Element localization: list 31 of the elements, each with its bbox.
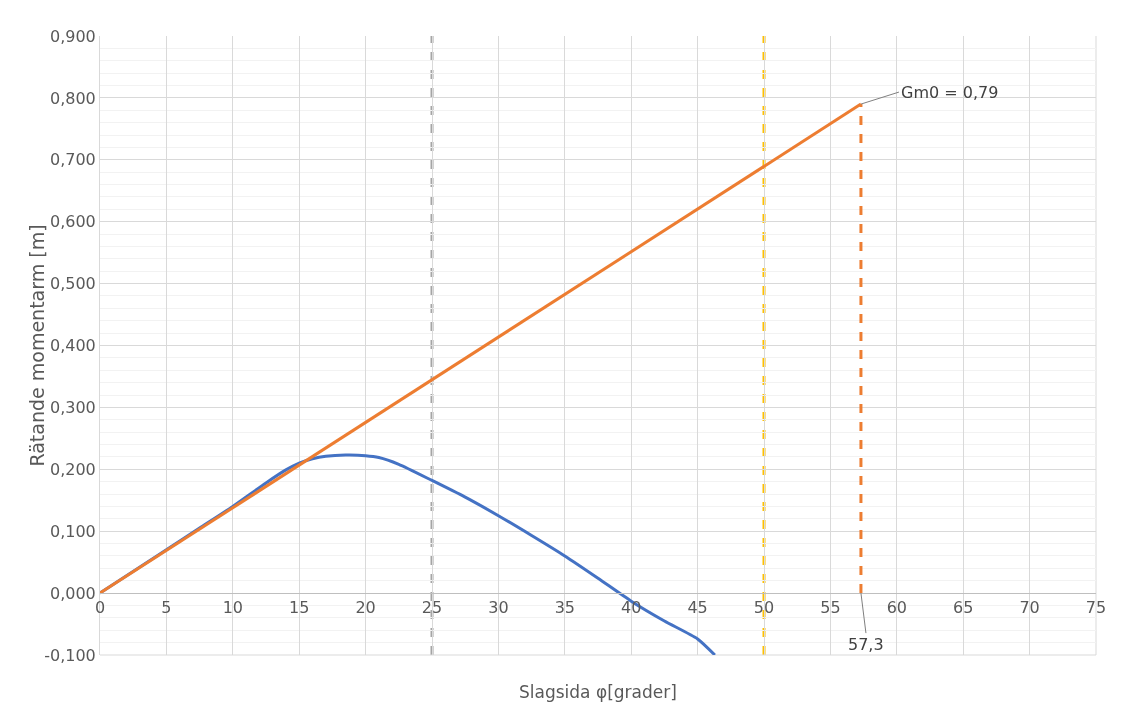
y-tick-label: 0,500 — [49, 274, 96, 294]
y-tick-label: 0,100 — [49, 521, 96, 541]
y-tick-label: 0,400 — [49, 336, 96, 356]
y-axis-title: Rätande momentarm [m] — [25, 224, 48, 467]
x-tick-label: 40 — [621, 598, 642, 618]
y-tick-label: 0,200 — [49, 459, 96, 479]
x-tick-label: 15 — [289, 598, 310, 618]
x-tick-label: 60 — [886, 598, 907, 618]
annotation: 57,3 — [848, 635, 884, 654]
x-tick-label: 5 — [161, 598, 172, 618]
y-tick-label: 0,700 — [49, 150, 96, 170]
x-tick-label: 45 — [687, 598, 708, 618]
x-tick-label: 0 — [94, 598, 106, 618]
x-tick-label: 50 — [753, 598, 775, 618]
x-tick-label: 25 — [421, 598, 443, 618]
x-axis-title: Slagsida φ[grader] — [519, 682, 677, 702]
x-tick-label: 10 — [222, 598, 243, 618]
y-tick-label: -0,100 — [44, 645, 96, 665]
annotation: Gm0 = 0,79 — [901, 83, 999, 102]
y-tick-label: 0,600 — [49, 212, 96, 232]
x-tick-label: 55 — [820, 598, 841, 618]
x-tick-label: 30 — [488, 598, 509, 618]
x-tick-label: 20 — [355, 598, 376, 618]
y-tick-label: 0,800 — [49, 88, 96, 108]
y-tick-label: 0,900 — [49, 26, 96, 46]
x-tick-label: 65 — [953, 598, 974, 618]
y-tick-label: 0,000 — [49, 583, 96, 603]
x-tick-label: 75 — [1085, 598, 1107, 618]
x-tick-label: 70 — [1019, 598, 1040, 618]
y-tick-label: 0,300 — [49, 398, 96, 417]
x-tick-label: 35 — [554, 598, 575, 618]
